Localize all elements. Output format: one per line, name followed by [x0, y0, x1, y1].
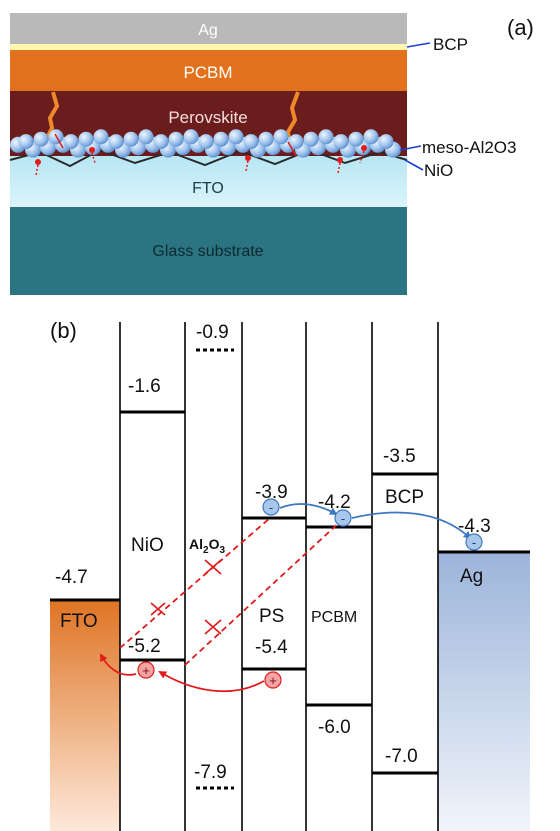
bcp-material-label: BCP: [385, 487, 424, 508]
layer-ag-label: Ag: [198, 22, 218, 39]
al2o3-nanoparticle: [258, 131, 274, 147]
callout-line-bcp: [406, 42, 431, 48]
al2o3-bottom-value: -7.9: [194, 762, 227, 783]
electron-ps: -: [262, 498, 280, 516]
trap-markers: [35, 133, 367, 176]
pcbm-homo-value: -6.0: [318, 717, 351, 738]
layer-ag: [10, 13, 407, 44]
meso-al2o3-particles: [10, 129, 401, 158]
layer-pcbm-label: PCBM: [183, 63, 232, 82]
al2o3-nanoparticle: [273, 129, 289, 145]
al2o3-nanoparticle: [198, 134, 214, 150]
al2o3-nanoparticle: [168, 131, 184, 147]
ag-block: [438, 552, 530, 831]
al2o3-nanoparticle: [318, 129, 334, 145]
layer-perovskite-label: Perovskite: [168, 108, 247, 127]
grain-boundary-1: [43, 91, 60, 143]
panel-b: (b) -4.7 FTO -4.3 Ag -1.6 NiO -5.2 -0.9 …: [50, 318, 530, 831]
al2o3-top-value: -0.9: [196, 322, 229, 343]
blocked-cross-markers: [150, 559, 222, 635]
al2o3-nanoparticle: [108, 134, 124, 150]
al2o3-nanoparticle: [123, 131, 139, 147]
pcbm-lumo-value: -4.2: [318, 492, 351, 513]
al2o3-nanoparticle: [33, 131, 49, 147]
al2o3-nanoparticle: [138, 129, 154, 145]
grain-boundary-2: [285, 91, 300, 147]
panel-b-label: (b): [50, 318, 77, 343]
al2o3-nanoparticle: [228, 129, 244, 145]
layer-bcp: [10, 44, 407, 50]
nio-cb-value: -1.6: [128, 376, 161, 397]
al2o3-nanoparticle: [78, 131, 94, 147]
callout-nio: NiO: [424, 161, 453, 180]
electron-transfer-path-2: [351, 511, 472, 540]
layer-fto-label: FTO: [192, 180, 224, 197]
svg-text:-: -: [341, 511, 345, 526]
hole-transfer-path-1: [158, 670, 265, 693]
recombination-path-blocked-2: [184, 519, 343, 666]
al2o3-nanoparticle: [243, 134, 259, 150]
svg-text:-: -: [472, 535, 476, 550]
bcp-lumo-value: -3.5: [383, 446, 416, 467]
fto-level-value: -4.7: [55, 567, 88, 588]
pcbm-material-label: PCBM: [311, 609, 357, 626]
panel-a: Ag PCBM Perovskite FTO Glass substrate: [9, 13, 534, 295]
al2o3-nanoparticle: [18, 134, 34, 150]
al2o3-nanoparticle: [183, 129, 199, 145]
al2o3-nanoparticle: [153, 134, 169, 150]
al2o3-material-label: Al2O3: [189, 536, 225, 556]
electron-ag: -: [465, 533, 483, 551]
nio-vb-value: -5.2: [128, 636, 161, 657]
callout-line-meso: [399, 145, 422, 151]
al2o3-nanoparticle: [303, 131, 319, 147]
hole-ps: +: [264, 671, 282, 689]
svg-text:+: +: [269, 673, 277, 688]
ps-material-label: PS: [259, 606, 284, 627]
callout-line-nio: [404, 159, 424, 171]
svg-text:-: -: [269, 500, 273, 515]
electron-transfer-path-1: [279, 503, 338, 515]
layer-glass-label: Glass substrate: [152, 243, 263, 260]
svg-text:+: +: [142, 663, 150, 678]
ps-vb-value: -5.4: [255, 637, 288, 658]
callout-meso-al2o3: meso-Al2O3: [422, 138, 516, 157]
electron-pcbm: -: [334, 509, 352, 527]
hole-transfer-path-2: [100, 653, 137, 676]
al2o3-nanoparticle: [288, 134, 304, 150]
layer-pcbm: [10, 50, 407, 91]
hole-nio: +: [137, 661, 155, 679]
nio-film: [9, 148, 408, 168]
al2o3-nanoparticle: [363, 129, 379, 145]
al2o3-nanoparticle: [378, 134, 394, 150]
nio-material-label: NiO: [131, 535, 164, 556]
al2o3-nanoparticle: [333, 134, 349, 150]
al2o3-nanoparticle: [348, 131, 364, 147]
ag-material-label: Ag: [460, 566, 483, 587]
fto-material-label: FTO: [60, 611, 98, 632]
al2o3-nanoparticle: [93, 129, 109, 145]
fto-block: [50, 600, 120, 831]
bcp-homo-value: -7.0: [385, 746, 418, 767]
al2o3-nanoparticle: [63, 134, 79, 150]
al2o3-nanoparticle: [213, 131, 229, 147]
panel-a-label: (a): [507, 15, 534, 40]
column-dividers: [119, 322, 439, 831]
recombination-path-blocked-1: [119, 517, 271, 649]
ps-cb-value: -3.9: [255, 482, 288, 503]
layer-glass: [10, 207, 407, 295]
callout-bcp: BCP: [433, 35, 468, 54]
